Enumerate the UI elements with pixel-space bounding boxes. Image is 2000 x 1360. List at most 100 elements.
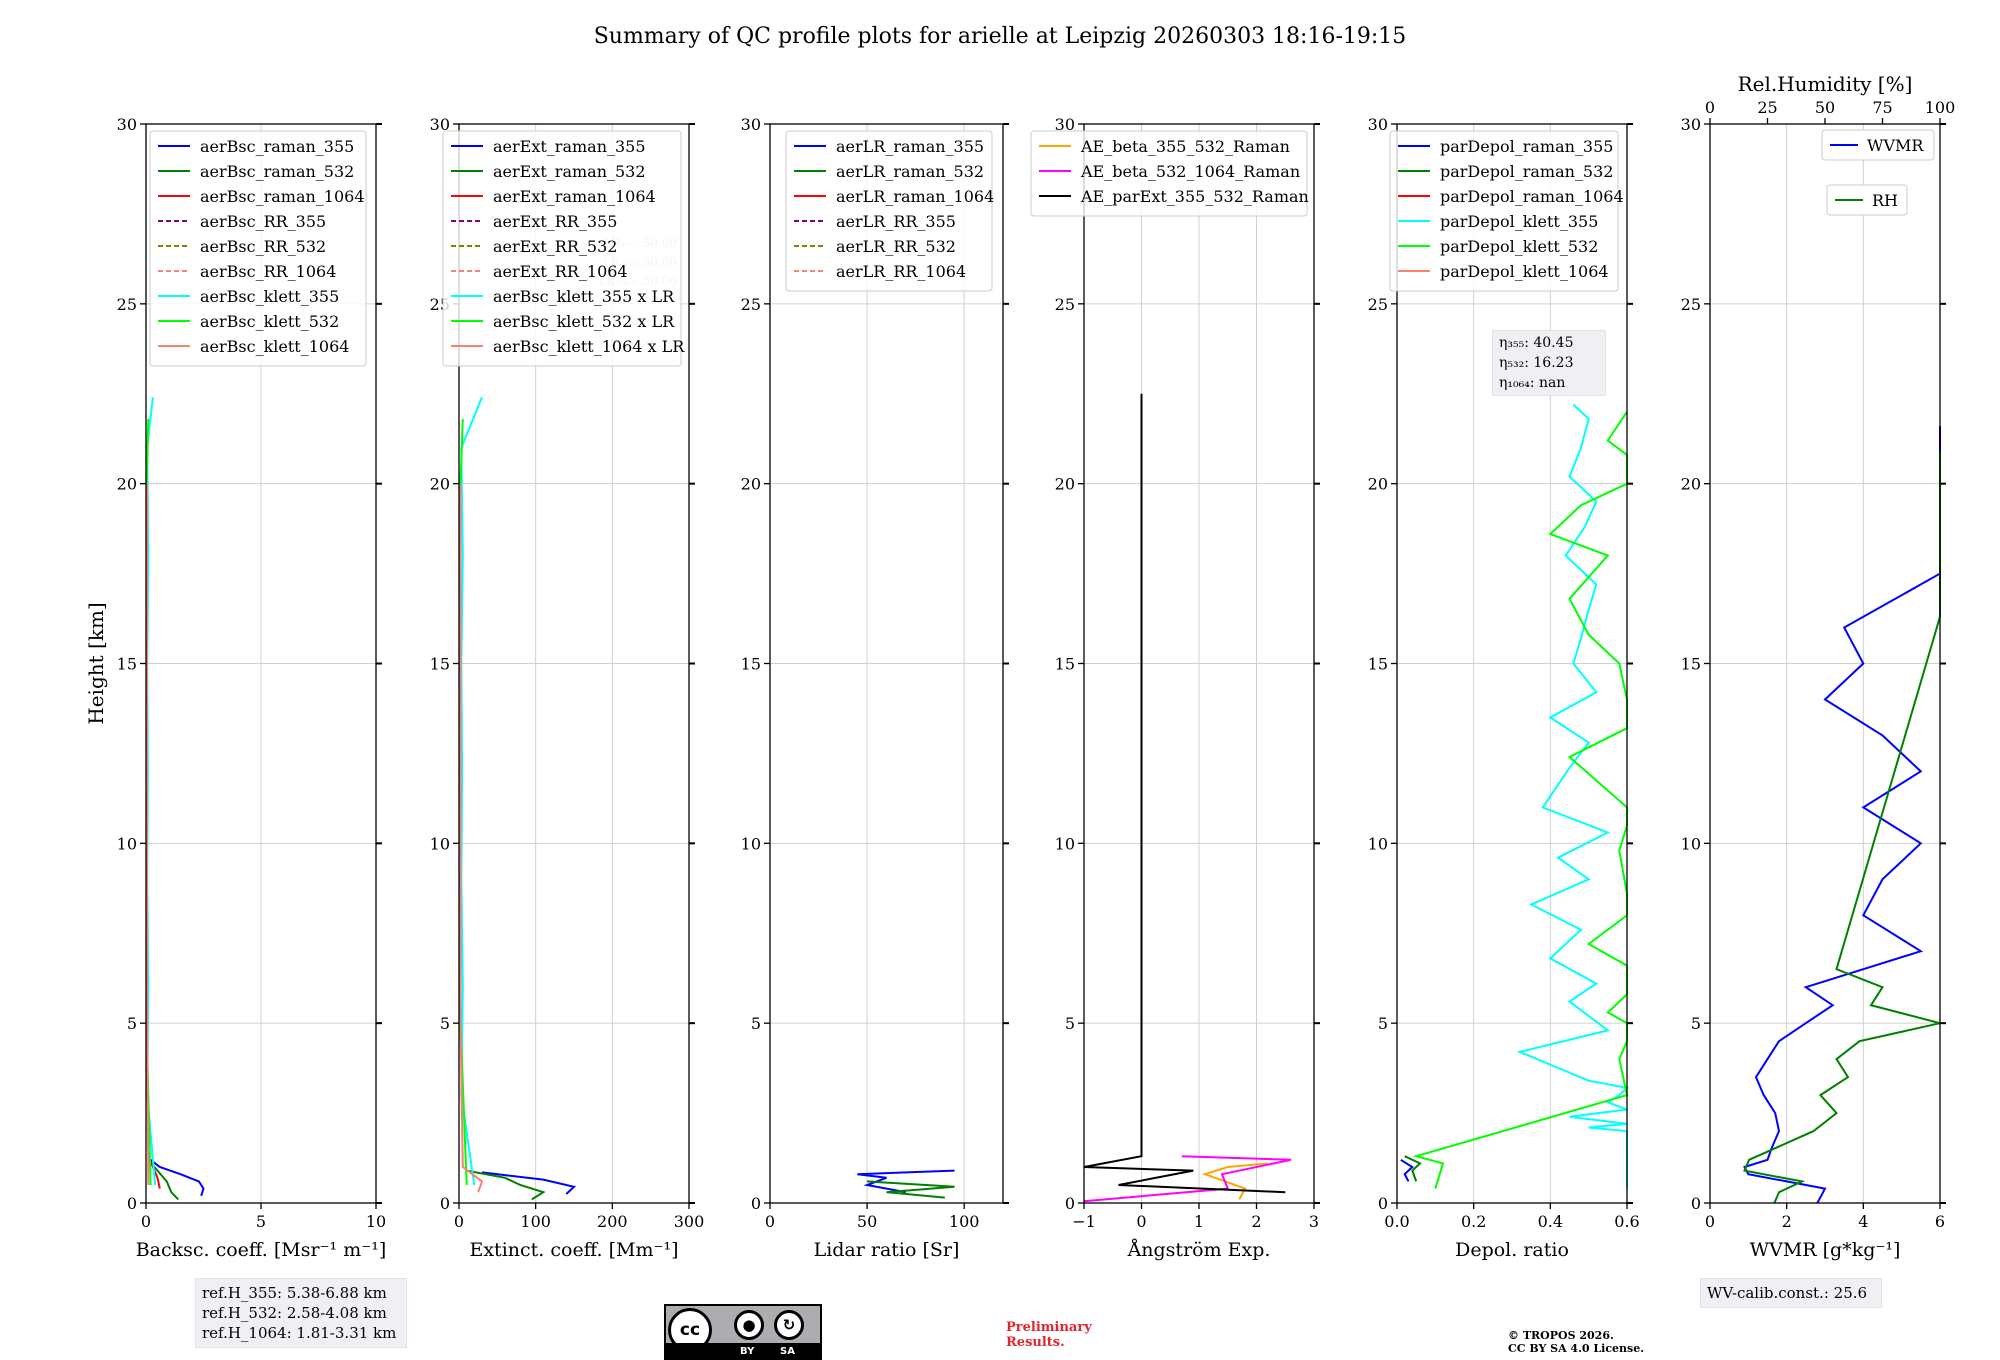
y-tick-label: 10 — [117, 834, 137, 853]
y-tick-label: 15 — [117, 655, 137, 674]
eta-box: η₃₅₅: 40.45 η₅₃₂: 16.23 η₁₀₆₄: nan — [1492, 330, 1606, 396]
y-tick-label: 30 — [1368, 115, 1388, 134]
y-tick-label: 0 — [127, 1194, 137, 1213]
series-line-aerBsc_klett_1064 — [145, 483, 150, 1186]
x-tick-label: 4 — [1858, 1212, 1868, 1231]
x-axis-label: Ångström Exp. — [1127, 1239, 1271, 1261]
y-tick-label: 15 — [1681, 655, 1701, 674]
legend: AE_beta_355_532_Raman AE_beta_532_1064_Ra… — [1030, 130, 1309, 217]
copyright-line-2: CC BY SA 4.0 License. — [1508, 1342, 1645, 1355]
y-tick-label: 5 — [1378, 1014, 1388, 1033]
x-tick-label: 0.2 — [1461, 1212, 1486, 1231]
legend-entry-aerLR_raman_355: aerLR_raman_355 — [836, 137, 984, 156]
series-line-RH — [1743, 451, 1941, 1204]
top-x-tick-label: 0 — [1705, 98, 1715, 117]
x-axis-label: Depol. ratio — [1455, 1239, 1569, 1261]
y-tick-label: 30 — [741, 115, 761, 134]
series-line-AE_beta_355_532_Raman — [1201, 1162, 1269, 1200]
x-tick-label: 0 — [454, 1212, 464, 1231]
panel-bsc: 0 5 10 15 20 25 30 0 5 10 Backsc. coeff. [Msr⁻¹ m⁻… — [84, 115, 386, 1261]
legend-box — [785, 130, 993, 292]
x-axis-label: WVMR [g*kg⁻¹] — [1750, 1239, 1901, 1261]
panel-depol: 0 5 10 15 20 25 30 0.0 0.2 0.4 0.6 Depol. ratio parD… — [1368, 115, 1640, 1261]
legend-entry-aerExt_RR_355: aerExt_RR_355 — [493, 212, 617, 231]
legend-entry-parDepol_klett_355: parDepol_klett_355 — [1440, 212, 1598, 231]
series-line-aerExt_raman_532 — [466, 1169, 546, 1201]
x-tick-label: 0.0 — [1384, 1212, 1409, 1231]
series-line-WVMR — [1743, 426, 1941, 1204]
legend-entry-aerLR_RR_532: aerLR_RR_532 — [836, 237, 956, 256]
x-tick-label: 1 — [1194, 1212, 1204, 1231]
series-line-aerBsc_klett_1064 x LR — [459, 483, 484, 1193]
preliminary-line-2: Results. — [1006, 1335, 1065, 1350]
y-tick-label: 5 — [127, 1014, 137, 1033]
y-tick-label: 20 — [1368, 475, 1388, 494]
top-x-tick-label: 50 — [1815, 98, 1835, 117]
legend-entry-aerBsc_klett_1064: aerBsc_klett_1064 — [200, 337, 349, 356]
y-tick-label: 0 — [1691, 1194, 1701, 1213]
x-tick-label: 2 — [1782, 1212, 1792, 1231]
x-tick-label: −1 — [1072, 1212, 1096, 1231]
series-line-parDepol_klett_532 — [1412, 411, 1629, 1189]
x-tick-label: 100 — [520, 1212, 551, 1231]
y-tick-label: 5 — [751, 1014, 761, 1033]
legend-entry-aerExt_raman_355: aerExt_raman_355 — [493, 137, 646, 156]
y-tick-label: 20 — [741, 475, 761, 494]
y-tick-label: 20 — [1055, 475, 1075, 494]
x-tick-label: 0.6 — [1614, 1212, 1639, 1231]
legend: aerExt_raman_355 aerExt_raman_532 aerExt_r… — [442, 130, 685, 367]
x-tick-label: 300 — [674, 1212, 705, 1231]
eta-1064: η₁₀₆₄: nan — [1499, 375, 1566, 391]
legend-box — [1030, 130, 1308, 217]
y-tick-label: 15 — [1055, 655, 1075, 674]
top-x-tick-label: 75 — [1872, 98, 1892, 117]
cc-license-badge: cc ● ↻ BY SA — [664, 1304, 822, 1360]
y-tick-label: 25 — [117, 295, 137, 314]
x-tick-label: 0 — [141, 1212, 151, 1231]
preliminary-line-1: Preliminary — [1006, 1320, 1092, 1335]
top-x-axis-label: Rel.Humidity [%] — [1738, 72, 1913, 96]
top-x-tick-label: 25 — [1757, 98, 1777, 117]
reference-height-box: ref.H_355: 5.38-6.88 km ref.H_532: 2.58-… — [195, 1278, 407, 1348]
copyright-line-1: © TROPOS 2026. — [1508, 1329, 1614, 1342]
legend-box — [1821, 129, 1935, 161]
person-icon: ● — [734, 1310, 764, 1340]
legend-entry-aerBsc_klett_532: aerBsc_klett_532 — [200, 312, 339, 331]
panel-lr: 0 5 10 15 20 25 30 0 50 100 Lidar ratio [Sr] aerLR_… — [741, 115, 1009, 1261]
legend-entry-aerBsc_klett_355 x LR: aerBsc_klett_355 x LR — [493, 287, 675, 306]
legend-box — [1389, 130, 1619, 292]
series-line-parDepol_raman_355 — [1400, 1158, 1414, 1182]
legend-entry-aerExt_raman_1064: aerExt_raman_1064 — [493, 187, 656, 206]
y-axis-label: Height [km] — [84, 602, 108, 724]
x-tick-label: 2 — [1251, 1212, 1261, 1231]
x-tick-label: 10 — [366, 1212, 386, 1231]
copyright-note: © TROPOS 2026. CC BY SA 4.0 License. — [1508, 1329, 1668, 1355]
legend-entry-aerBsc_raman_532: aerBsc_raman_532 — [200, 162, 354, 181]
legend-entry-AE_beta_355_532_Raman: AE_beta_355_532_Raman — [1080, 137, 1290, 156]
legend: aerBsc_raman_355 aerBsc_raman_532 aerBsc_r… — [149, 130, 367, 367]
legend-entry-aerBsc_klett_532 x LR: aerBsc_klett_532 x LR — [493, 312, 675, 331]
series-line-aerLR_raman_532 — [867, 1180, 955, 1199]
legend-entry-aerBsc_klett_355: aerBsc_klett_355 — [200, 287, 339, 306]
legend-entry-aerLR_raman_1064: aerLR_raman_1064 — [836, 187, 994, 206]
y-tick-label: 30 — [1681, 115, 1701, 134]
y-tick-label: 10 — [1681, 834, 1701, 853]
cc-sa-label: SA — [780, 1346, 795, 1357]
legend-entry-aerBsc_RR_355: aerBsc_RR_355 — [200, 212, 326, 231]
x-tick-label: 0 — [1136, 1212, 1146, 1231]
figure-title: Summary of QC profile plots for arielle … — [594, 24, 1407, 49]
y-tick-label: 0 — [1378, 1194, 1388, 1213]
y-tick-label: 10 — [741, 834, 761, 853]
legend-entry-aerLR_raman_532: aerLR_raman_532 — [836, 162, 984, 181]
legend-box — [149, 130, 367, 367]
y-tick-label: 15 — [1368, 655, 1388, 674]
wv-calibration-box: WV-calib.const.: 25.6 — [1700, 1278, 1882, 1308]
series-line-aerBsc_klett_355 x LR — [460, 396, 483, 1186]
y-tick-label: 0 — [440, 1194, 450, 1213]
series-line-parDepol_klett_355 — [1516, 403, 1630, 1189]
legend-entry-aerExt_RR_1064: aerExt_RR_1064 — [493, 262, 628, 281]
series-line-aerLR_raman_355 — [857, 1169, 955, 1194]
y-tick-label: 5 — [1065, 1014, 1075, 1033]
